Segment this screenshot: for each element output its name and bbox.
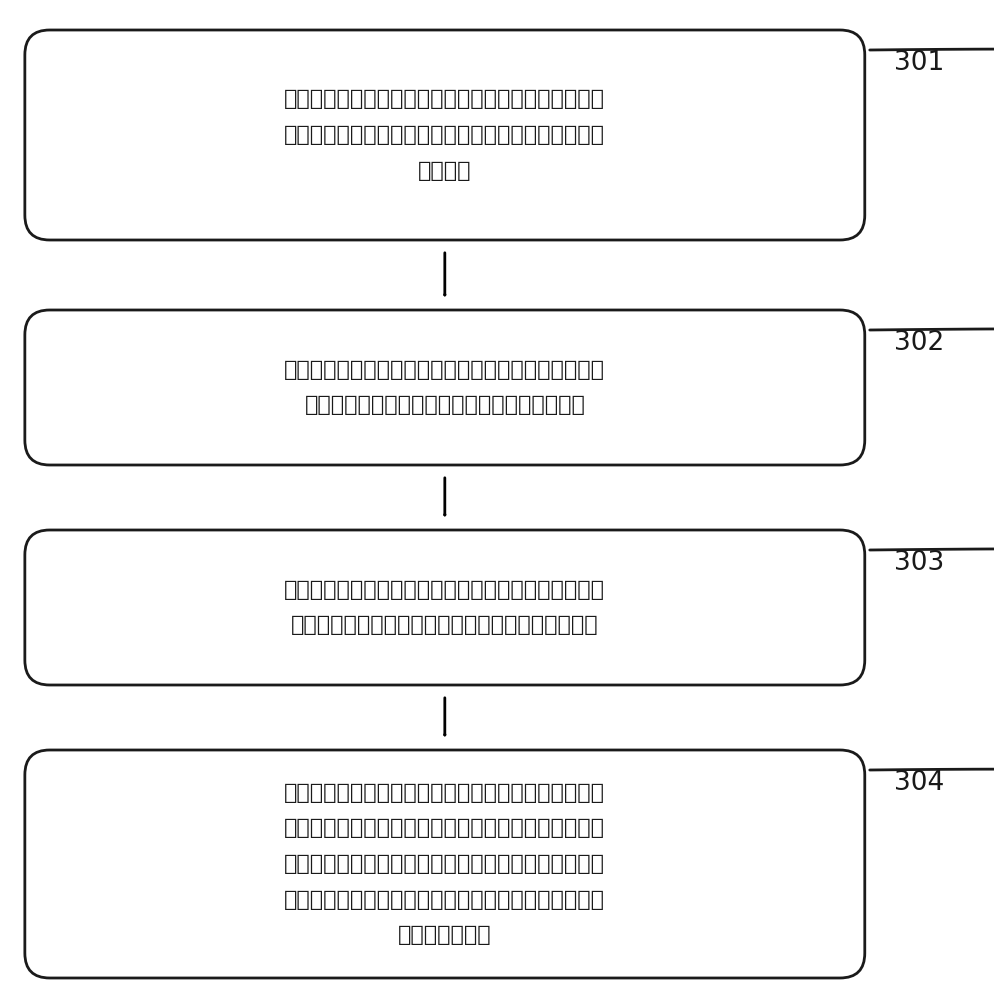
Text: 301: 301 [895,50,944,76]
Text: ，执行交易操作: ，执行交易操作 [398,925,492,945]
Text: 述访问令牌包括服务地址信息和服务提供方签名信息: 述访问令牌包括服务地址信息和服务提供方签名信息 [291,615,598,635]
Text: 链外服务清单中检索出所需的目标链外服务信息: 链外服务清单中检索出所需的目标链外服务信息 [304,395,585,415]
Text: 接收所述客户端发送的链外服务查询请求；其中，所述: 接收所述客户端发送的链外服务查询请求；其中，所述 [284,89,605,109]
FancyBboxPatch shape [25,30,865,240]
FancyBboxPatch shape [25,310,865,465]
Text: 发送交易请求，其中，交易请求用于指示目标应用链在: 发送交易请求，其中，交易请求用于指示目标应用链在 [284,854,605,874]
Text: 端根据访问令牌中的服务地址信息向对应的目标应用链: 端根据访问令牌中的服务地址信息向对应的目标应用链 [284,818,605,838]
Text: 链外服务查询请求是由所述客户端根据接收到的需求信: 链外服务查询请求是由所述客户端根据接收到的需求信 [284,125,605,145]
Text: 将目标链外服务的访问令牌反馈给客户端；其中，客户: 将目标链外服务的访问令牌反馈给客户端；其中，客户 [284,783,605,803]
Text: 根据访问令牌中的服务提供方签名信息校验交易合法时: 根据访问令牌中的服务提供方签名信息校验交易合法时 [284,890,605,910]
Text: 息生成的: 息生成的 [418,161,471,181]
Text: 获取所述目标链外服务信息的令牌访问令牌；其中，所: 获取所述目标链外服务信息的令牌访问令牌；其中，所 [284,580,605,600]
FancyBboxPatch shape [25,750,865,978]
Text: 303: 303 [895,550,944,576]
Text: 302: 302 [895,330,944,356]
Text: 根据所述链外服务查询请求，从部署在所述中继链上的: 根据所述链外服务查询请求，从部署在所述中继链上的 [284,360,605,380]
Text: 304: 304 [895,770,944,796]
FancyBboxPatch shape [25,530,865,685]
